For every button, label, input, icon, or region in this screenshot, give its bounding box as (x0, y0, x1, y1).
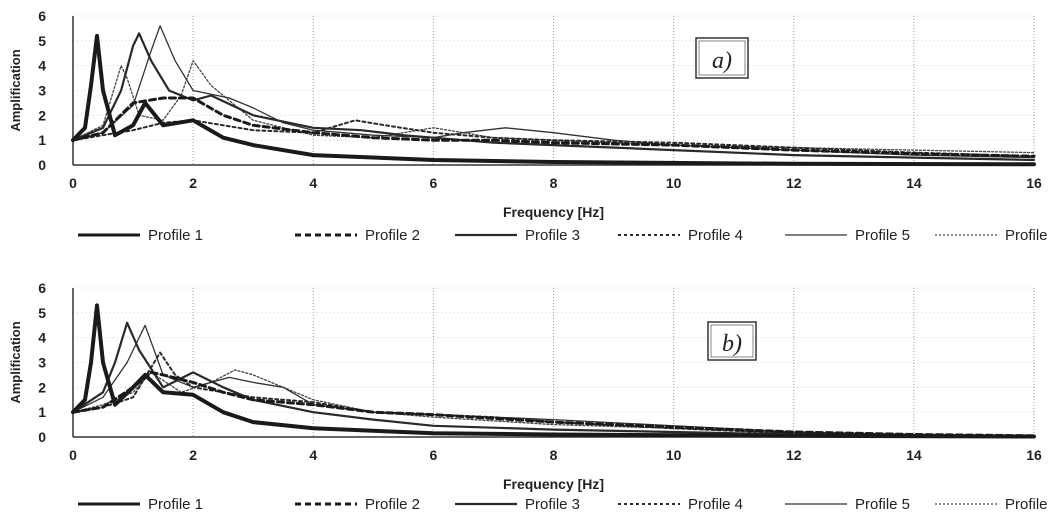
y-tick-label: 5 (38, 305, 46, 321)
legend-label-profile-2: Profile 2 (365, 496, 420, 513)
legend-label-profile-2: Profile 2 (365, 227, 420, 244)
y-tick-label: 6 (38, 280, 46, 296)
legend-label-profile-5: Profile 5 (855, 496, 910, 513)
x-tick-label: 0 (69, 447, 77, 463)
x-tick-label: 2 (189, 447, 197, 463)
legend-label-profile-3: Profile 3 (525, 227, 580, 244)
legend-label-profile-5: Profile 5 (855, 227, 910, 244)
y-axis-title: Amplification (8, 49, 23, 131)
x-tick-label: 4 (309, 447, 317, 463)
x-tick-label: 14 (906, 447, 922, 463)
x-tick-label: 6 (429, 175, 437, 191)
series-line-profile-1 (71, 303, 1036, 439)
annotation-box (695, 37, 749, 79)
x-tick-label: 8 (550, 175, 558, 191)
legend-label-profile-1: Profile 1 (148, 496, 203, 513)
x-tick-label: 6 (429, 447, 437, 463)
panel-annotation: a) (712, 48, 732, 74)
y-tick-label: 0 (38, 157, 46, 173)
legend-label-profile-1: Profile 1 (148, 227, 203, 244)
legend-label-profile-3: Profile 3 (525, 496, 580, 513)
y-tick-label: 2 (38, 379, 46, 395)
panel-annotation: b) (722, 331, 742, 357)
y-tick-label: 4 (38, 330, 46, 346)
y-tick-label: 2 (38, 107, 46, 123)
series-line-profile-4 (72, 119, 1035, 158)
y-tick-label: 3 (38, 83, 46, 99)
legend-label-profile-6: Profile 6 (1005, 227, 1049, 244)
annotation-box-inner (698, 40, 746, 76)
series-line-profile-3 (71, 32, 1036, 162)
x-tick-label: 14 (906, 175, 922, 191)
x-tick-label: 4 (309, 175, 317, 191)
x-tick-label: 16 (1026, 175, 1042, 191)
y-axis-title: Amplification (8, 321, 23, 403)
legend: Profile 1 Profile 2 Profile 3 Profile 4 Prof… (78, 496, 1049, 513)
x-tick-label: 10 (666, 175, 682, 191)
x-tick-label: 12 (786, 447, 802, 463)
x-axis-title: Frequency [Hz] (503, 204, 604, 220)
series-line-profile-1 (71, 33, 1036, 167)
y-tick-label: 5 (38, 33, 46, 49)
y-tick-label: 0 (38, 429, 46, 445)
annotation-box-inner (710, 324, 754, 358)
y-tick-label: 1 (38, 404, 46, 420)
x-tick-label: 2 (189, 175, 197, 191)
x-tick-label: 12 (786, 175, 802, 191)
annotation-box (707, 321, 757, 361)
x-tick-label: 8 (550, 447, 558, 463)
legend-label-profile-4: Profile 4 (688, 227, 743, 244)
series-line-profile-5 (72, 324, 1035, 437)
legend-label-profile-6: Profile 6 (1005, 496, 1049, 513)
x-tick-label: 16 (1026, 447, 1042, 463)
x-axis-title: Frequency [Hz] (503, 476, 604, 492)
y-tick-label: 6 (38, 8, 46, 24)
x-tick-label: 0 (69, 175, 77, 191)
y-tick-label: 3 (38, 355, 46, 371)
y-tick-label: 1 (38, 132, 46, 148)
x-tick-label: 10 (666, 447, 682, 463)
legend: Profile 1 Profile 2 Profile 3 Profile 4 Prof… (78, 227, 1049, 244)
legend-label-profile-4: Profile 4 (688, 496, 743, 513)
y-tick-label: 4 (38, 58, 46, 74)
series-line-profile-2 (71, 96, 1036, 158)
